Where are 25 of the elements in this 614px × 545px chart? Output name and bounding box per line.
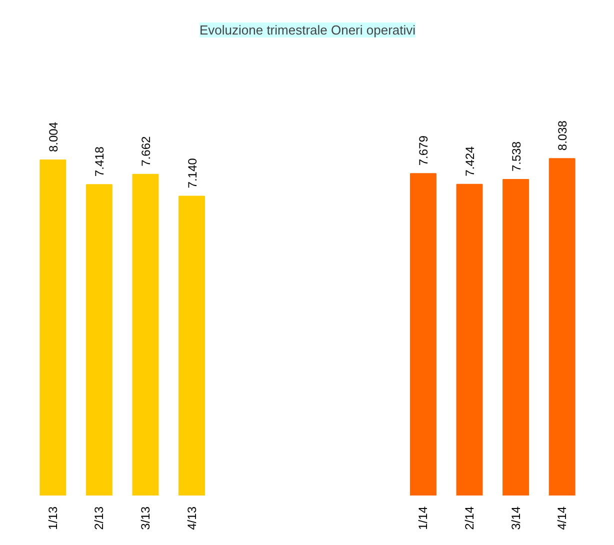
x-tick-label: 4/14 — [555, 506, 570, 530]
bar — [40, 160, 66, 496]
bar — [178, 196, 206, 496]
bar — [548, 158, 576, 496]
data-label: 7.418 — [92, 146, 107, 177]
data-label: 7.140 — [185, 158, 200, 188]
bar — [86, 184, 112, 496]
data-label: 7.424 — [463, 146, 478, 176]
bar — [132, 174, 159, 496]
x-tick-label: 4/13 — [184, 506, 199, 530]
data-label: 8.038 — [556, 120, 570, 151]
x-tick-label: 1/14 — [416, 506, 430, 530]
bar — [410, 173, 436, 496]
x-tick-label: 2/13 — [92, 506, 106, 530]
x-tick-label: 1/13 — [46, 506, 60, 530]
data-label: 8.004 — [46, 122, 60, 152]
chart-title: Evoluzione trimestrale Oneri operativi — [199, 22, 416, 38]
x-tick-label: 2/14 — [462, 506, 477, 530]
bar — [502, 179, 530, 496]
data-label: 7.662 — [138, 136, 153, 166]
data-label: 7.538 — [509, 141, 524, 172]
data-label: 7.679 — [416, 135, 431, 166]
x-tick-label: 3/13 — [138, 506, 152, 530]
bar — [456, 184, 483, 496]
x-tick-label: 3/14 — [508, 506, 523, 530]
